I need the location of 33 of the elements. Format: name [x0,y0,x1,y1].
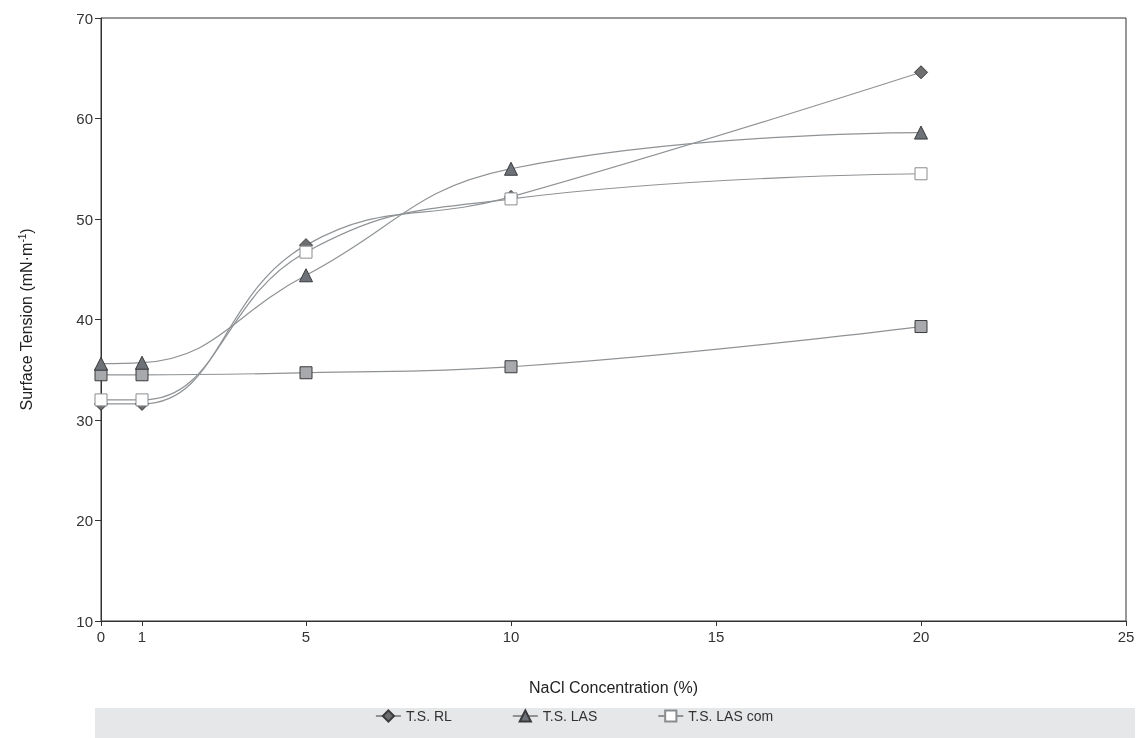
y-tick-label: 40 [76,311,93,328]
point [94,393,108,407]
x-tick-label: 10 [502,628,520,645]
point [914,125,928,140]
point [299,245,313,259]
point [914,320,928,334]
x-axis-title: NaCl Concentration (%) [529,678,698,696]
y-tick-label: 10 [76,612,93,630]
legend-label: T.S. LAS com [688,708,774,724]
x-tick-label: 1 [137,628,147,645]
point [135,355,149,370]
point [914,167,928,181]
x-tick-label: 5 [301,628,311,645]
y-tick-label: 50 [76,210,93,228]
y-axis-title: Surface Tension (mN·m-1) [16,228,35,411]
y-tick-label: 70 [76,9,93,27]
point [914,65,928,80]
point [504,161,518,176]
x-tick-label: 20 [912,628,930,645]
point [504,360,518,374]
point [299,268,313,283]
point [135,393,149,407]
y-tick-label: 30 [76,411,93,429]
legend-label: T.S. LAS [542,708,598,724]
legend-label: T.S. RL [405,708,453,724]
x-tick-label: 15 [707,628,725,645]
y-tick-label: 20 [76,512,93,529]
y-tick-label: 60 [76,110,93,127]
x-tick-label: 0 [96,628,106,645]
x-tick-label: 25 [1117,628,1135,645]
point [299,366,313,380]
point [135,368,149,382]
point [94,356,108,371]
